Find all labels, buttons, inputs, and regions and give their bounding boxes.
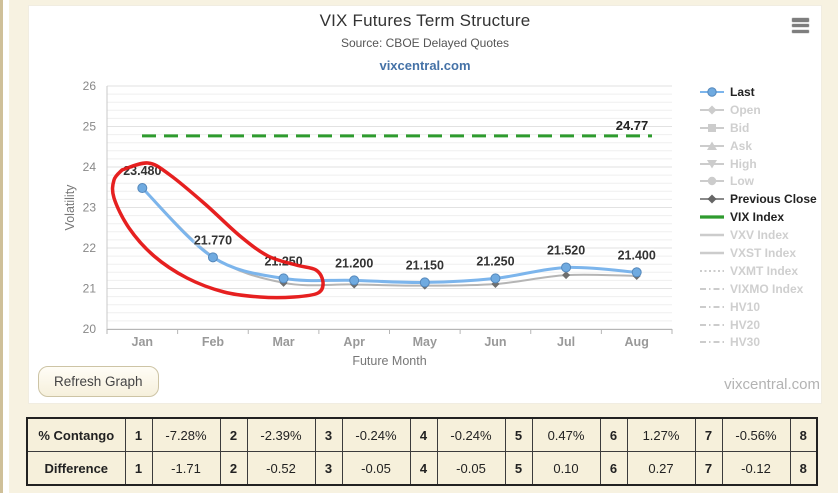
month-number-cell: 5 xyxy=(504,451,533,486)
value-cell: -0.05 xyxy=(341,451,411,486)
chart-subtitle: Source: CBOE Delayed Quotes xyxy=(340,36,510,50)
chart-title: VIX Futures Term Structure xyxy=(319,11,531,30)
month-number-cell: 1 xyxy=(124,451,153,486)
dashdot-icon xyxy=(700,305,724,308)
value-cell: -0.24% xyxy=(341,417,411,452)
legend-item-vxst-index[interactable]: VXST Index xyxy=(699,244,831,262)
value-cell: 1.27% xyxy=(626,417,696,452)
value-cell: -0.12 xyxy=(721,451,791,486)
refresh-graph-button[interactable]: Refresh Graph xyxy=(38,366,159,397)
table-row: Difference 1 -1.71 2 -0.52 3 -0.05 4 -0.05 5 0.10 6… xyxy=(26,451,818,486)
row-label: % Contango xyxy=(26,417,126,452)
legend-item-vxv-index[interactable]: VXV Index xyxy=(699,226,831,244)
row-label: Difference xyxy=(26,451,126,486)
legend-item-hv10[interactable]: HV10 xyxy=(699,298,831,316)
value-cell: 0.10 xyxy=(531,451,601,486)
legend-item-bid[interactable]: Bid xyxy=(699,119,831,137)
month-number-cell: 7 xyxy=(694,451,723,486)
value-cell: -7.28% xyxy=(151,417,221,452)
legend-item-vixmo-index[interactable]: VIXMO Index xyxy=(699,280,831,298)
legend-item-last[interactable]: Last xyxy=(699,83,831,101)
value-cell: -0.24% xyxy=(436,417,506,452)
line-icon xyxy=(700,233,724,237)
line-icon xyxy=(700,251,724,255)
legend: Last Open Bid Ask High Low Previous Close VIX I… xyxy=(699,83,831,351)
month-number-cell: 8 xyxy=(789,451,818,486)
line-square-icon xyxy=(700,123,724,132)
value-cell: -2.39% xyxy=(246,417,316,452)
table-row: % Contango 1 -7.28% 2 -2.39% 3 -0.24% 4 -0.24% 5 0… xyxy=(26,417,818,452)
month-number-cell: 6 xyxy=(599,451,628,486)
vixcentral-link[interactable]: vixcentral.com xyxy=(379,58,471,73)
contango-table: % Contango 1 -7.28% 2 -2.39% 3 -0.24% 4 -0.24% 5 0… xyxy=(26,417,818,486)
month-number-cell: 6 xyxy=(599,417,628,452)
legend-item-previous-close[interactable]: Previous Close xyxy=(699,190,831,208)
vixcentral-watermark: vixcentral.com xyxy=(724,376,820,393)
legend-item-ask[interactable]: Ask xyxy=(699,137,831,155)
month-number-cell: 2 xyxy=(219,451,248,486)
line-circle-gray-icon xyxy=(700,177,724,186)
month-number-cell: 7 xyxy=(694,417,723,452)
month-number-cell: 4 xyxy=(409,417,438,452)
legend-item-hv20[interactable]: HV20 xyxy=(699,316,831,334)
line-diamond-dark-icon xyxy=(700,194,724,204)
month-number-cell: 5 xyxy=(504,417,533,452)
month-number-cell: 2 xyxy=(219,417,248,452)
month-number-cell: 3 xyxy=(314,451,343,486)
line-green-icon xyxy=(700,215,724,219)
line-triangle-down-icon xyxy=(700,159,724,168)
left-edge-white xyxy=(3,0,9,493)
value-cell: 0.47% xyxy=(531,417,601,452)
legend-item-hv30[interactable]: HV30 xyxy=(699,333,831,351)
dashdot-icon xyxy=(700,287,724,290)
month-number-cell: 1 xyxy=(124,417,153,452)
line-triangle-up-icon xyxy=(700,141,724,150)
legend-item-low[interactable]: Low xyxy=(699,172,831,190)
value-cell: -0.56% xyxy=(721,417,791,452)
dotted-icon xyxy=(700,269,724,272)
legend-item-vix-index[interactable]: VIX Index xyxy=(699,208,831,226)
value-cell: -1.71 xyxy=(151,451,221,486)
month-number-cell: 8 xyxy=(789,417,818,452)
legend-item-open[interactable]: Open xyxy=(699,101,831,119)
line-circle-icon xyxy=(700,87,724,97)
legend-item-high[interactable]: High xyxy=(699,155,831,173)
value-cell: -0.05 xyxy=(436,451,506,486)
dashdot-icon xyxy=(700,323,724,326)
dashdot-icon xyxy=(700,341,724,344)
value-cell: 0.27 xyxy=(626,451,696,486)
left-edge-line xyxy=(0,0,3,493)
month-number-cell: 3 xyxy=(314,417,343,452)
month-number-cell: 4 xyxy=(409,451,438,486)
line-diamond-icon xyxy=(700,105,724,115)
legend-item-vxmt-index[interactable]: VXMT Index xyxy=(699,262,831,280)
value-cell: -0.52 xyxy=(246,451,316,486)
hamburger-menu-icon[interactable] xyxy=(792,16,812,36)
